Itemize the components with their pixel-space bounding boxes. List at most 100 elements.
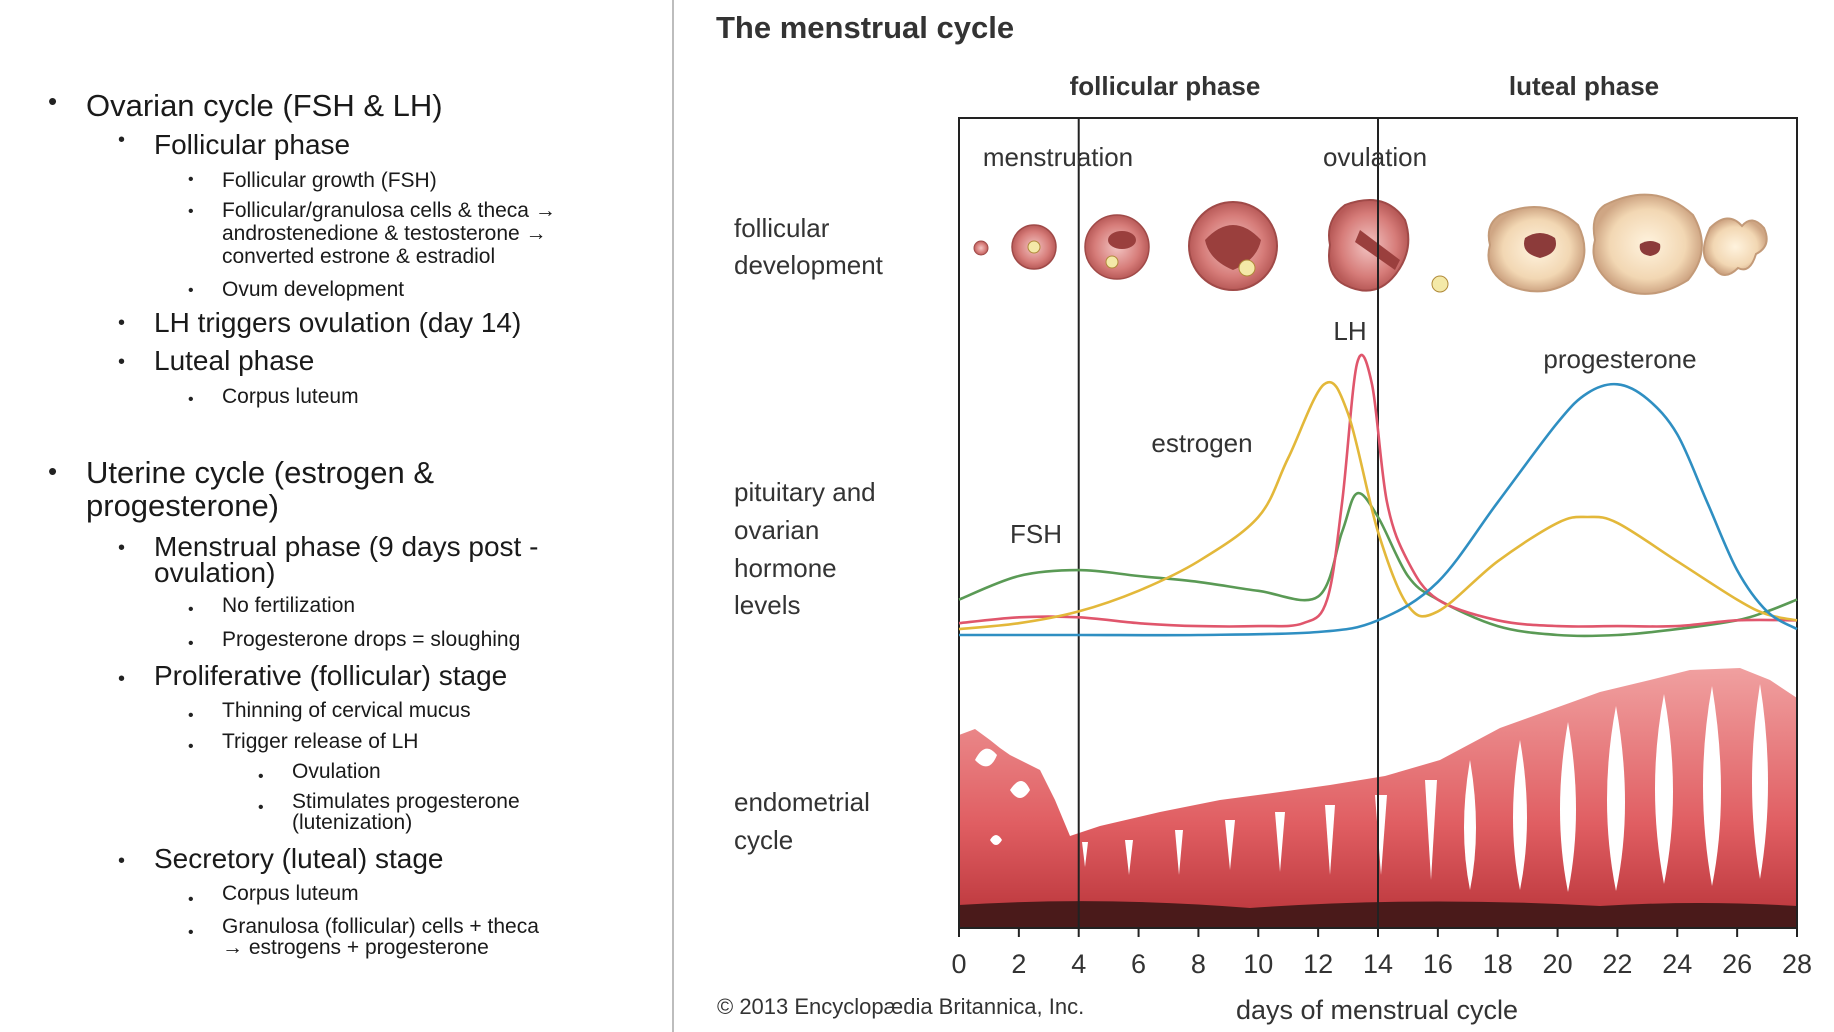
bullet-icon: • <box>48 456 58 486</box>
lh-triggers-item: LH triggers ovulation (day 14) <box>154 307 522 338</box>
row-label-hormone-3: hormone <box>734 553 837 583</box>
bullet-icon: • <box>188 707 194 724</box>
bullet-icon: • <box>118 312 126 334</box>
hormone-curves <box>958 353 1798 638</box>
uterine-cycle-heading-1: Uterine cycle (estrogen & <box>86 455 435 490</box>
no-fertilization-item: No fertilization <box>222 594 356 617</box>
bullet-icon: • <box>48 86 58 116</box>
secretory-corpus-luteum-item: Corpus luteum <box>222 882 359 905</box>
x-tick-label: 8 <box>1191 949 1206 979</box>
follicular-phase-item: Follicular phase <box>154 129 351 160</box>
x-axis: 0 2 4 6 8 10 12 14 16 18 20 22 24 26 28 <box>951 928 1812 979</box>
x-tick-label: 24 <box>1662 949 1692 979</box>
x-tick-label: 6 <box>1131 949 1146 979</box>
ovum-development-item: Ovum development <box>222 278 405 301</box>
row-label-follicular-2: development <box>734 250 884 280</box>
menstruation-label: menstruation <box>983 142 1133 172</box>
copyright-notice: © 2013 Encyclopædia Britannica, Inc. <box>717 994 1084 1019</box>
bullet-icon: • <box>188 738 194 755</box>
progesterone-curve <box>959 382 1798 637</box>
trigger-lh-item: Trigger release of LH <box>222 730 419 753</box>
x-tick-label: 14 <box>1363 949 1393 979</box>
lh-curve <box>958 353 1798 628</box>
menstrual-cycle-diagram-panel: The menstrual cycle follicular phase lut… <box>674 0 1834 1032</box>
x-tick-label: 28 <box>1782 949 1812 979</box>
primordial-follicle <box>973 240 989 256</box>
ovulation-subitem: Ovulation <box>292 760 381 783</box>
x-tick-label: 18 <box>1483 949 1513 979</box>
ovulation-label: ovulation <box>1323 142 1427 172</box>
bullet-icon: • <box>188 601 194 618</box>
oocyte-1 <box>1027 240 1041 254</box>
bullet-icon: • <box>188 282 194 299</box>
bullet-icon: • <box>118 129 126 151</box>
row-label-hormone-2: ovarian <box>734 515 819 545</box>
bullet-icon: • <box>188 203 194 220</box>
granulosa-line-2: androstenedione & testosterone → <box>222 222 547 245</box>
bullet-icon: • <box>188 635 194 652</box>
menstrual-phase-line-1: Menstrual phase (9 days post - <box>154 531 539 562</box>
menstrual-phase-line-2: ovulation) <box>154 557 276 588</box>
row-label-hormone-1: pituitary and <box>734 477 876 507</box>
progesterone-curve-label: progesterone <box>1543 344 1696 374</box>
bullet-icon: • <box>118 537 126 559</box>
uterine-cycle-heading-2: progesterone) <box>86 488 280 523</box>
granulosa-theca-line-2: → estrogens + progesterone <box>222 936 489 959</box>
x-tick-label: 12 <box>1303 949 1333 979</box>
bullet-icon: • <box>118 668 126 690</box>
released-ovum <box>1431 275 1449 293</box>
corpus-luteum-item: Corpus luteum <box>222 385 359 408</box>
x-tick-label: 20 <box>1543 949 1573 979</box>
bullet-icon: • <box>118 351 126 373</box>
x-tick-label: 10 <box>1243 949 1273 979</box>
granulosa-line-1: Follicular/granulosa cells & theca → <box>222 199 556 222</box>
bullet-icon: • <box>118 850 126 872</box>
row-label-endometrial-2: cycle <box>734 825 793 855</box>
proliferative-stage-item: Proliferative (follicular) stage <box>154 660 508 691</box>
bullet-icon: • <box>188 924 194 941</box>
ovarian-cycle-heading: Ovarian cycle (FSH & LH) <box>86 88 443 123</box>
lh-curve-label: LH <box>1333 316 1366 346</box>
notes-panel: • Ovarian cycle (FSH & LH) • Follicular … <box>0 0 672 1032</box>
x-tick-label: 26 <box>1722 949 1752 979</box>
oocyte-3 <box>1238 259 1256 277</box>
x-tick-label: 2 <box>1011 949 1026 979</box>
granulosa-line-3: converted estrone & estradiol <box>222 245 496 268</box>
bullet-icon: • <box>258 768 264 785</box>
stimulates-progesterone-line-2: (lutenization) <box>292 811 413 834</box>
x-tick-label: 22 <box>1602 949 1632 979</box>
follicular-phase-header: follicular phase <box>1070 71 1261 101</box>
panel-divider <box>672 0 674 1032</box>
luteal-phase-header: luteal phase <box>1509 71 1659 101</box>
bullet-icon: • <box>188 171 194 188</box>
estrogen-curve-label: estrogen <box>1151 428 1252 458</box>
bullet-icon: • <box>188 891 194 908</box>
stimulates-progesterone-line-1: Stimulates progesterone <box>292 790 520 813</box>
row-label-endometrial-1: endometrial <box>734 787 870 817</box>
endometrium-glands <box>975 684 1768 892</box>
antrum-1 <box>1108 231 1136 249</box>
bullet-icon: • <box>258 799 264 816</box>
x-tick-label: 16 <box>1423 949 1453 979</box>
fsh-curve-label: FSH <box>1010 519 1062 549</box>
cervical-mucus-item: Thinning of cervical mucus <box>222 699 471 722</box>
corpus-luteum-center <box>1524 233 1556 258</box>
secretory-stage-item: Secretory (luteal) stage <box>154 843 444 874</box>
bullet-icon: • <box>188 391 194 408</box>
diagram-title: The menstrual cycle <box>716 10 1014 45</box>
x-axis-title: days of menstrual cycle <box>1236 995 1518 1025</box>
row-label-follicular-1: follicular <box>734 213 830 243</box>
x-tick-label: 4 <box>1071 949 1086 979</box>
row-label-hormone-4: levels <box>734 590 800 620</box>
progesterone-drops-item: Progesterone drops = sloughing <box>222 628 521 651</box>
antrum-2 <box>1205 225 1261 270</box>
follicular-growth-item: Follicular growth (FSH) <box>222 169 437 192</box>
follicle-illustrations <box>973 193 1768 295</box>
mature-corpus-center <box>1639 241 1661 256</box>
x-tick-label: 0 <box>951 949 966 979</box>
luteal-phase-item: Luteal phase <box>154 345 315 376</box>
fsh-curve <box>958 491 1798 638</box>
granulosa-theca-line-1: Granulosa (follicular) cells + theca <box>222 915 539 938</box>
corpus-albicans <box>1703 217 1768 276</box>
oocyte-2 <box>1105 255 1119 269</box>
